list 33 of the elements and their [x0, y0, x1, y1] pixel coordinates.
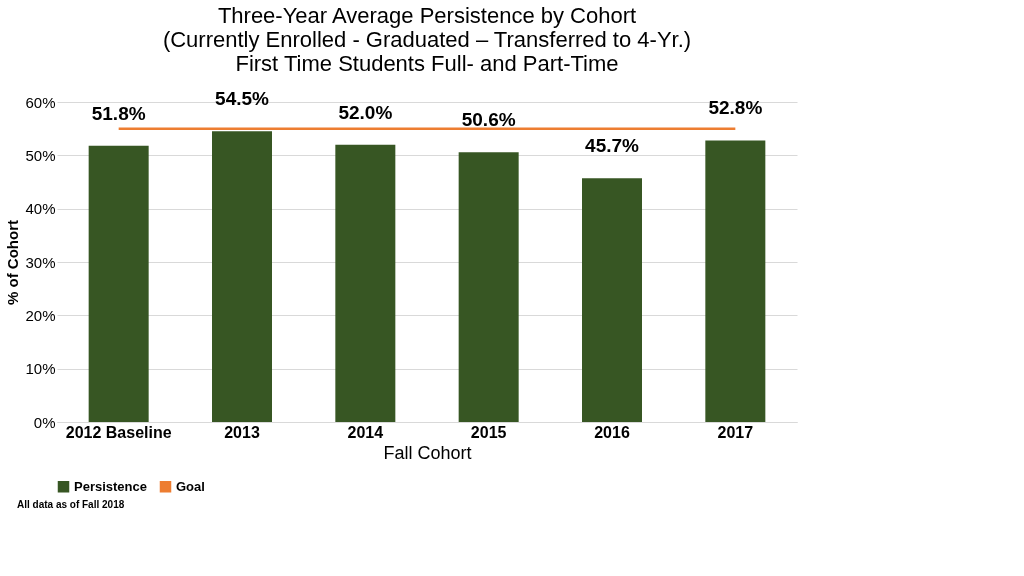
text: Three-Year Average Persistence by Cohort — [217, 3, 637, 29]
y-tick-label: 10% — [25, 360, 56, 378]
data-label: 51.8% — [91, 102, 146, 124]
legend-label: Persistence — [74, 478, 147, 494]
text: All data as of Fall 2018 — [17, 499, 125, 510]
y-tick-label: 20% — [25, 306, 56, 324]
bar — [88, 145, 149, 422]
y-axis-title: % of Cohort — [4, 220, 22, 305]
y-tick-label: 60% — [25, 93, 56, 111]
x-tick-label: 2013 — [224, 423, 260, 441]
x-tick-label: 2014 — [347, 423, 384, 441]
x-tick-label: 2015 — [470, 423, 507, 441]
data-label: 50.6% — [461, 109, 516, 131]
y-tick-label: 30% — [25, 253, 56, 271]
text: (Currently Enrolled - Graduated – Transferred to 4-Yr.) — [162, 27, 692, 53]
y-tick-label: 40% — [25, 200, 56, 218]
bar — [335, 144, 396, 422]
x-tick-label: 2017 — [717, 423, 754, 441]
data-label: 45.7% — [585, 135, 640, 157]
bar — [212, 131, 272, 422]
y-tick-label: 50% — [25, 146, 56, 164]
x-tick-label: 2016 — [594, 423, 630, 441]
bar — [582, 178, 642, 422]
data-label: 54.5% — [215, 88, 270, 110]
bar — [705, 140, 766, 422]
x-axis-title: Fall Cohort — [383, 442, 472, 463]
data-label: 52.8% — [708, 97, 763, 119]
legend-label: Goal — [176, 478, 205, 494]
x-tick-label: 2012 Baseline — [65, 423, 172, 441]
y-tick-label: 0% — [33, 413, 56, 431]
text: First Time Students Full- and Part-Time — [235, 51, 619, 77]
data-label: 52.0% — [338, 101, 393, 123]
bar — [458, 152, 519, 422]
